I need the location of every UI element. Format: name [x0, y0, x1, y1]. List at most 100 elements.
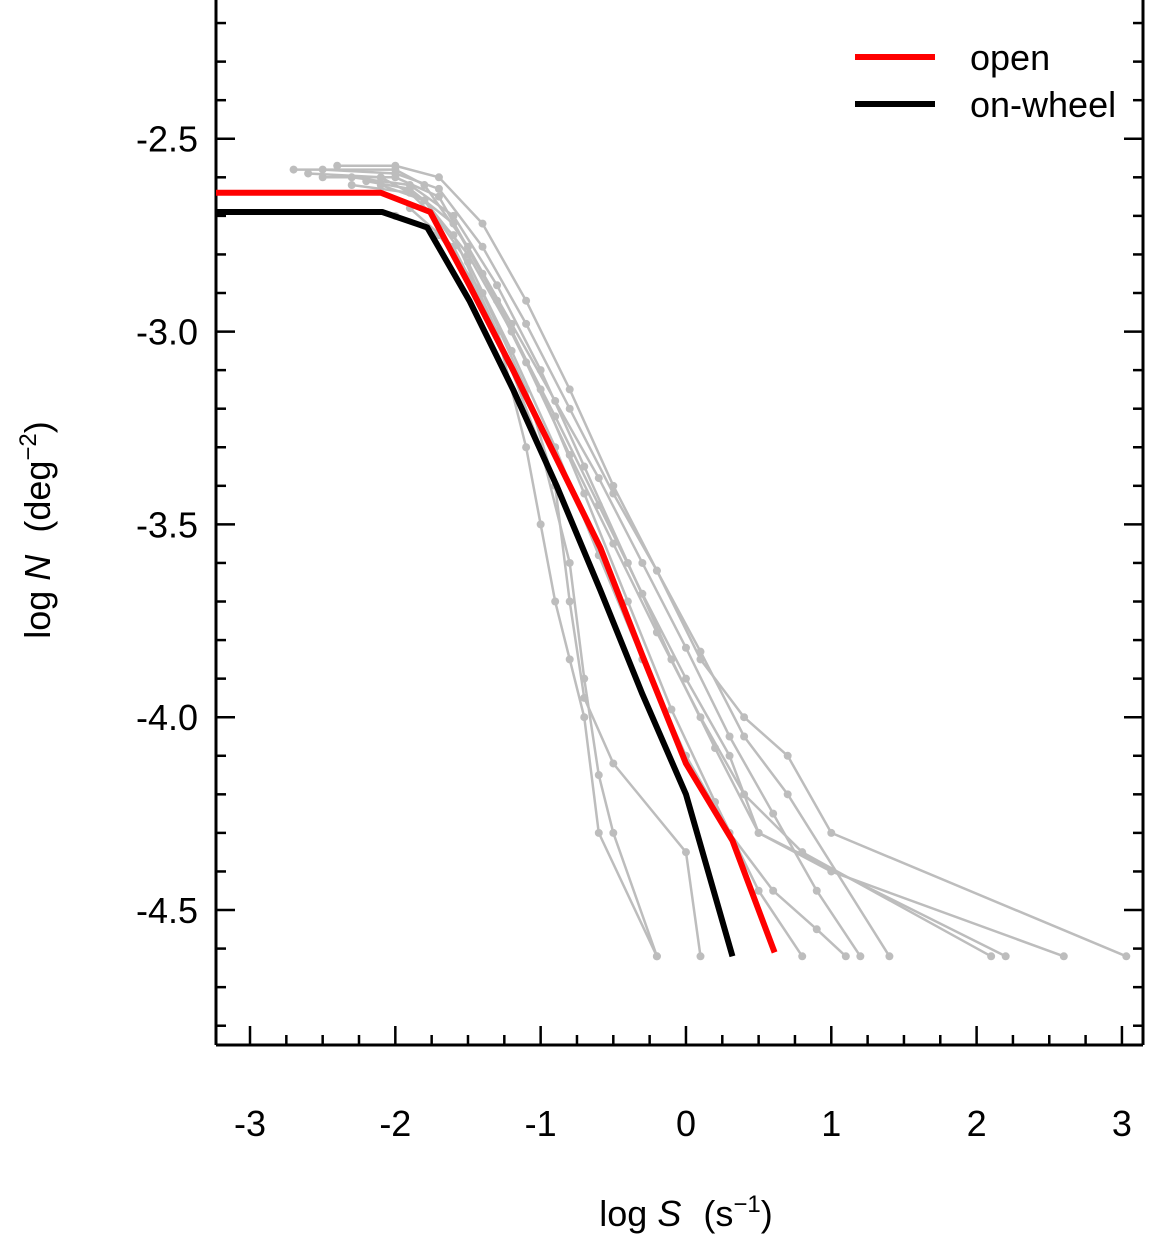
- simulation-point: [623, 597, 632, 606]
- simulation-point: [522, 443, 531, 452]
- y-title-exp: −2: [15, 433, 42, 460]
- x-title-close: ): [761, 1193, 773, 1234]
- simulation-line: [293, 168, 862, 957]
- simulation-point: [565, 404, 574, 413]
- legend-label: open: [970, 37, 1050, 78]
- x-title-exp: −1: [733, 1191, 760, 1218]
- simulation-point: [696, 647, 705, 656]
- y-tick-label: -3.5: [136, 504, 198, 545]
- x-axis-title: log S (s−1): [599, 1191, 772, 1234]
- simulation-point: [478, 242, 487, 251]
- simulation-point: [623, 558, 632, 567]
- simulation-point: [725, 751, 734, 760]
- x-tick-label: -3: [234, 1103, 266, 1144]
- simulation-line: [322, 176, 992, 958]
- simulation-point: [551, 597, 560, 606]
- y-title-close: ): [17, 421, 58, 433]
- simulation-point: [638, 558, 647, 567]
- simulation-point: [681, 848, 690, 857]
- simulation-point: [580, 462, 589, 471]
- simulation-point: [652, 566, 661, 575]
- x-tick-label: 0: [676, 1103, 696, 1144]
- legend-label: on-wheel: [970, 84, 1116, 125]
- simulation-point: [318, 165, 327, 174]
- x-title-var: S: [657, 1193, 681, 1234]
- simulation-point: [391, 161, 400, 170]
- x-title-unit: (s: [703, 1193, 733, 1234]
- x-tick-label: 1: [821, 1103, 841, 1144]
- simulation-point: [856, 952, 865, 961]
- simulation-point: [812, 886, 821, 895]
- simulation-point: [769, 886, 778, 895]
- simulation-point: [522, 296, 531, 305]
- series-line: [216, 209, 736, 958]
- simulation-point: [885, 952, 894, 961]
- simulation-point: [376, 181, 385, 190]
- simulation-point: [740, 713, 749, 722]
- simulation-point: [391, 169, 400, 178]
- simulation-point: [565, 597, 574, 606]
- simulation-point: [493, 296, 502, 305]
- simulation-point: [783, 790, 792, 799]
- simulation-point: [536, 385, 545, 394]
- simulation-point: [478, 219, 487, 228]
- simulation-point: [420, 196, 429, 205]
- simulation-point: [798, 952, 807, 961]
- simulation-point: [754, 886, 763, 895]
- simulation-point: [609, 759, 618, 768]
- simulation-point: [609, 489, 618, 498]
- simulation-point: [580, 713, 589, 722]
- simulation-point: [652, 952, 661, 961]
- simulation-point: [681, 674, 690, 683]
- simulation-point: [609, 539, 618, 548]
- simulation-point: [725, 732, 734, 741]
- simulation-point: [769, 809, 778, 818]
- simulation-point: [827, 828, 836, 837]
- x-tick-label: 3: [1112, 1103, 1132, 1144]
- simulation-point: [565, 385, 574, 394]
- simulation-point: [493, 281, 502, 290]
- y-axis-title: log N (deg−2): [15, 421, 58, 639]
- simulation-line: [409, 207, 659, 957]
- simulation-point: [347, 181, 356, 190]
- simulation-point: [333, 161, 342, 170]
- simulation-line: [308, 172, 1065, 958]
- y-title-unit: (deg: [17, 461, 58, 533]
- series-line: [216, 189, 778, 954]
- simulation-point: [696, 952, 705, 961]
- x-tick-label: -2: [379, 1103, 411, 1144]
- simulation-point: [434, 192, 443, 201]
- simulation-point: [594, 828, 603, 837]
- simulation-point: [754, 828, 763, 837]
- simulation-point: [565, 655, 574, 664]
- simulation-point: [565, 558, 574, 567]
- simulation-point: [667, 655, 676, 664]
- y-title-prefix: log: [17, 591, 58, 639]
- y-tick-label: -4.0: [136, 697, 198, 738]
- y-tick-label: -3.0: [136, 312, 198, 353]
- simulation-point: [536, 520, 545, 529]
- simulation-point: [1001, 952, 1010, 961]
- simulation-point: [347, 173, 356, 182]
- simulation-point: [740, 732, 749, 741]
- y-title-var: N: [17, 554, 58, 581]
- y-tick-label: -4.5: [136, 890, 198, 931]
- simulation-point: [987, 952, 996, 961]
- simulation-point: [449, 219, 458, 228]
- simulation-point: [594, 474, 603, 483]
- simulation-line: [351, 176, 1007, 958]
- simulation-line: [366, 179, 804, 957]
- simulation-point: [1059, 952, 1068, 961]
- simulation-point: [304, 169, 313, 178]
- x-tick-label: 2: [967, 1103, 987, 1144]
- simulation-point: [434, 173, 443, 182]
- simulation-point: [289, 165, 298, 174]
- simulation-point: [405, 181, 414, 190]
- simulation-line: [322, 168, 891, 957]
- simulation-point: [536, 366, 545, 375]
- simulation-point: [783, 751, 792, 760]
- x-title-prefix: log: [599, 1193, 647, 1234]
- y-tick-label: -2.5: [136, 119, 198, 160]
- simulation-point: [463, 258, 472, 267]
